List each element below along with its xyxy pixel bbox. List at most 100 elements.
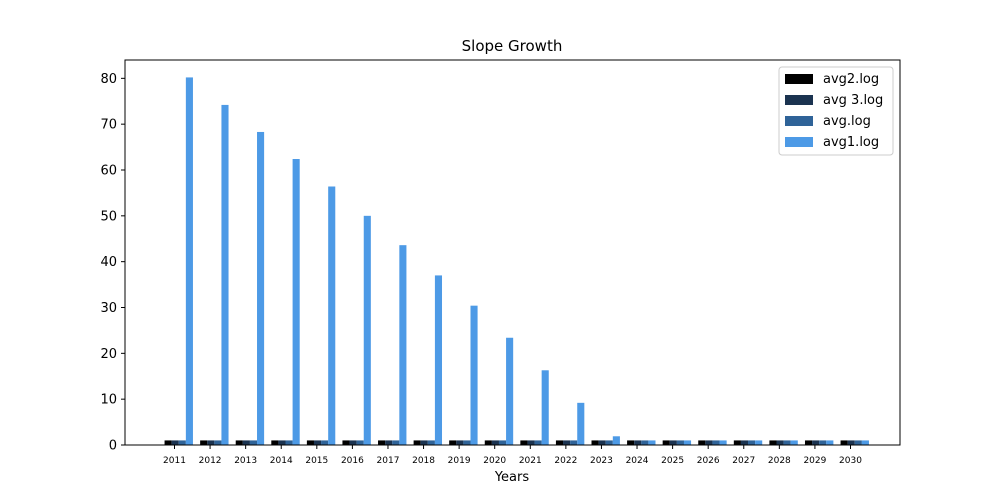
bar-avg-log-2025 [676,440,684,445]
x-axis-title: Years [494,470,530,485]
bar-avg-log-2020 [498,440,507,445]
bar-avg1-log-2026 [719,440,727,445]
bar-avg-3-log-2026 [705,440,713,445]
bar-avg-3-log-2022 [563,440,571,445]
bar-avg-3-log-2019 [456,440,464,445]
bar-avg-log-2030 [854,440,862,445]
bar-avg-3-log-2016 [349,440,357,445]
bar-avg2-log-2018 [413,440,421,445]
y-tick-label: 0 [109,439,117,454]
y-axis: 0 10 20 30 40 50 60 70 80 [100,72,125,454]
x-tick-label: 2021 [519,456,542,466]
bar-avg-3-log-2027 [740,440,749,445]
bar-avg2-log-2016 [342,440,350,445]
bar-avg1-log-2021 [541,370,549,445]
bar-avg1-log-2028 [790,440,798,445]
y-tick-label: 50 [100,209,117,224]
bar-avg1-log-2016 [363,215,371,445]
x-tick-label: 2017 [377,456,400,466]
y-tick-label: 10 [100,393,117,408]
bar-avg2-log-2025 [662,440,670,445]
y-tick-label: 30 [100,301,117,316]
bar-avg1-log-2030 [861,440,869,445]
bar-avg2-log-2017 [378,440,386,445]
bar-avg-log-2016 [356,440,364,445]
bar-avg-3-log-2017 [385,440,393,445]
bar-avg2-log-2029 [804,440,813,445]
bar-avg2-log-2020 [484,440,492,445]
bar-avg2-log-2026 [698,440,706,445]
bar-avg-3-log-2030 [847,440,855,445]
bar-avg-3-log-2012 [207,440,215,445]
bar-avg-3-log-2021 [527,440,535,445]
bar-avg-log-2018 [427,440,435,445]
bar-avg-log-2017 [392,440,400,445]
bar-avg2-log-2011 [164,440,172,445]
x-tick-label: 2026 [697,456,720,466]
bar-avg1-log-2017 [399,245,407,445]
bar-avg-log-2026 [712,440,720,445]
y-tick-label: 80 [100,72,117,87]
x-tick-label: 2022 [554,456,577,466]
plot-area-frame [124,59,901,446]
x-tick-label: 2029 [803,456,826,466]
bar-avg-log-2027 [748,440,756,445]
legend: avg2.log avg 3.log avg.log avg1.log [778,66,894,156]
legend-box [778,66,894,156]
legend-label: avg 3.log [823,93,883,108]
legend-swatch [785,137,813,147]
bar-avg-log-2014 [285,440,293,445]
bar-avg-3-log-2018 [420,440,428,445]
bar-avg-3-log-2025 [669,440,677,445]
chart-title: Slope Growth [462,37,563,55]
bar-avg-3-log-2014 [278,440,286,445]
bar-avg-3-log-2013 [242,440,250,445]
bar-avg1-log-2020 [506,337,514,445]
x-tick-label: 2016 [341,456,364,466]
x-tick-label: 2024 [626,456,649,466]
bar-avg2-log-2024 [627,440,635,445]
x-axis: 2011 2012 2013 2014 2015 2016 2017 2018 2019 2020… [163,445,862,466]
legend-label: avg2.log [823,72,879,87]
bar-avg2-log-2021 [520,440,528,445]
legend-label: avg.log [823,114,871,129]
bar-avg2-log-2015 [306,440,314,445]
bar-avg-log-2021 [534,440,542,445]
bar-avg1-log-2023 [612,436,620,445]
bar-avg2-log-2014 [271,440,279,445]
bar-avg-3-log-2029 [812,440,820,445]
legend-swatch [785,95,813,105]
bar-avg-log-2022 [570,440,578,445]
bar-avg1-log-2015 [328,186,336,445]
bar-avg-log-2012 [214,440,222,445]
x-tick-label: 2023 [590,456,613,466]
x-tick-label: 2027 [732,456,755,466]
bar-avg-3-log-2015 [313,440,322,445]
bar-avg2-log-2028 [769,440,777,445]
bar-avg-log-2028 [783,440,791,445]
bar-avg-log-2015 [321,440,329,445]
bar-avg-log-2023 [605,440,613,445]
bar-avg1-log-2027 [755,440,763,445]
bar-avg1-log-2019 [470,305,478,445]
bar-avg1-log-2011 [185,77,193,446]
bar-avg2-log-2023 [591,440,599,445]
bar-avg1-log-2022 [577,402,585,445]
bar-avg-3-log-2011 [171,440,179,445]
legend-swatch [785,116,813,126]
x-tick-label: 2011 [163,456,186,466]
bar-avg1-log-2018 [434,275,443,445]
bar-avg2-log-2027 [733,440,741,445]
bar-avg2-log-2030 [840,440,848,445]
y-tick-label: 70 [100,118,117,133]
bars-layer [164,77,869,446]
y-tick-label: 20 [100,347,117,362]
bar-avg-log-2013 [249,440,258,445]
bar-avg1-log-2024 [648,440,656,445]
x-tick-label: 2018 [412,456,435,466]
x-tick-label: 2019 [448,456,471,466]
y-tick-label: 40 [100,255,117,270]
bar-avg1-log-2014 [292,159,300,445]
